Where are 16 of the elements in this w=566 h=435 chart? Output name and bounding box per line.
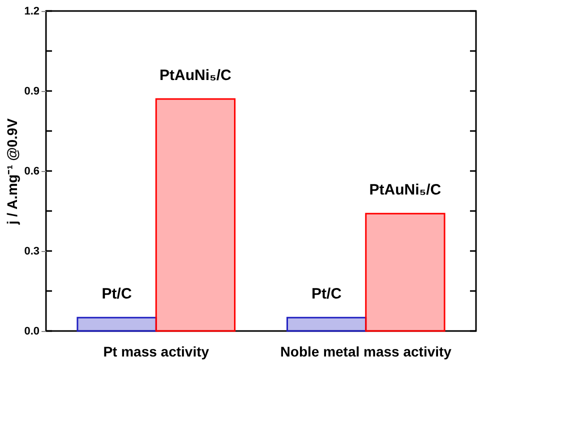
x-tick-label: Pt mass activity [103,344,210,360]
bar [155,98,236,332]
y-axis-title: j / A.mg⁻¹ @0.9V [4,118,20,226]
y-tick-label: 0.6 [24,166,40,178]
x-tick-label: Noble metal mass activity [280,344,452,360]
series-label: Pt/C [102,286,132,303]
y-tick-label: 0.3 [24,246,40,258]
y-tick-label: 1.2 [24,6,40,18]
y-tick-label: 0.9 [24,86,40,98]
y-tick-label: 0.0 [24,326,40,338]
text: PtAuNi₅/C [369,182,442,199]
bar [365,212,446,332]
bar [76,316,157,332]
text: Pt/C [312,286,342,303]
series-label: PtAuNi₅/C [160,67,232,84]
bar [286,316,367,332]
